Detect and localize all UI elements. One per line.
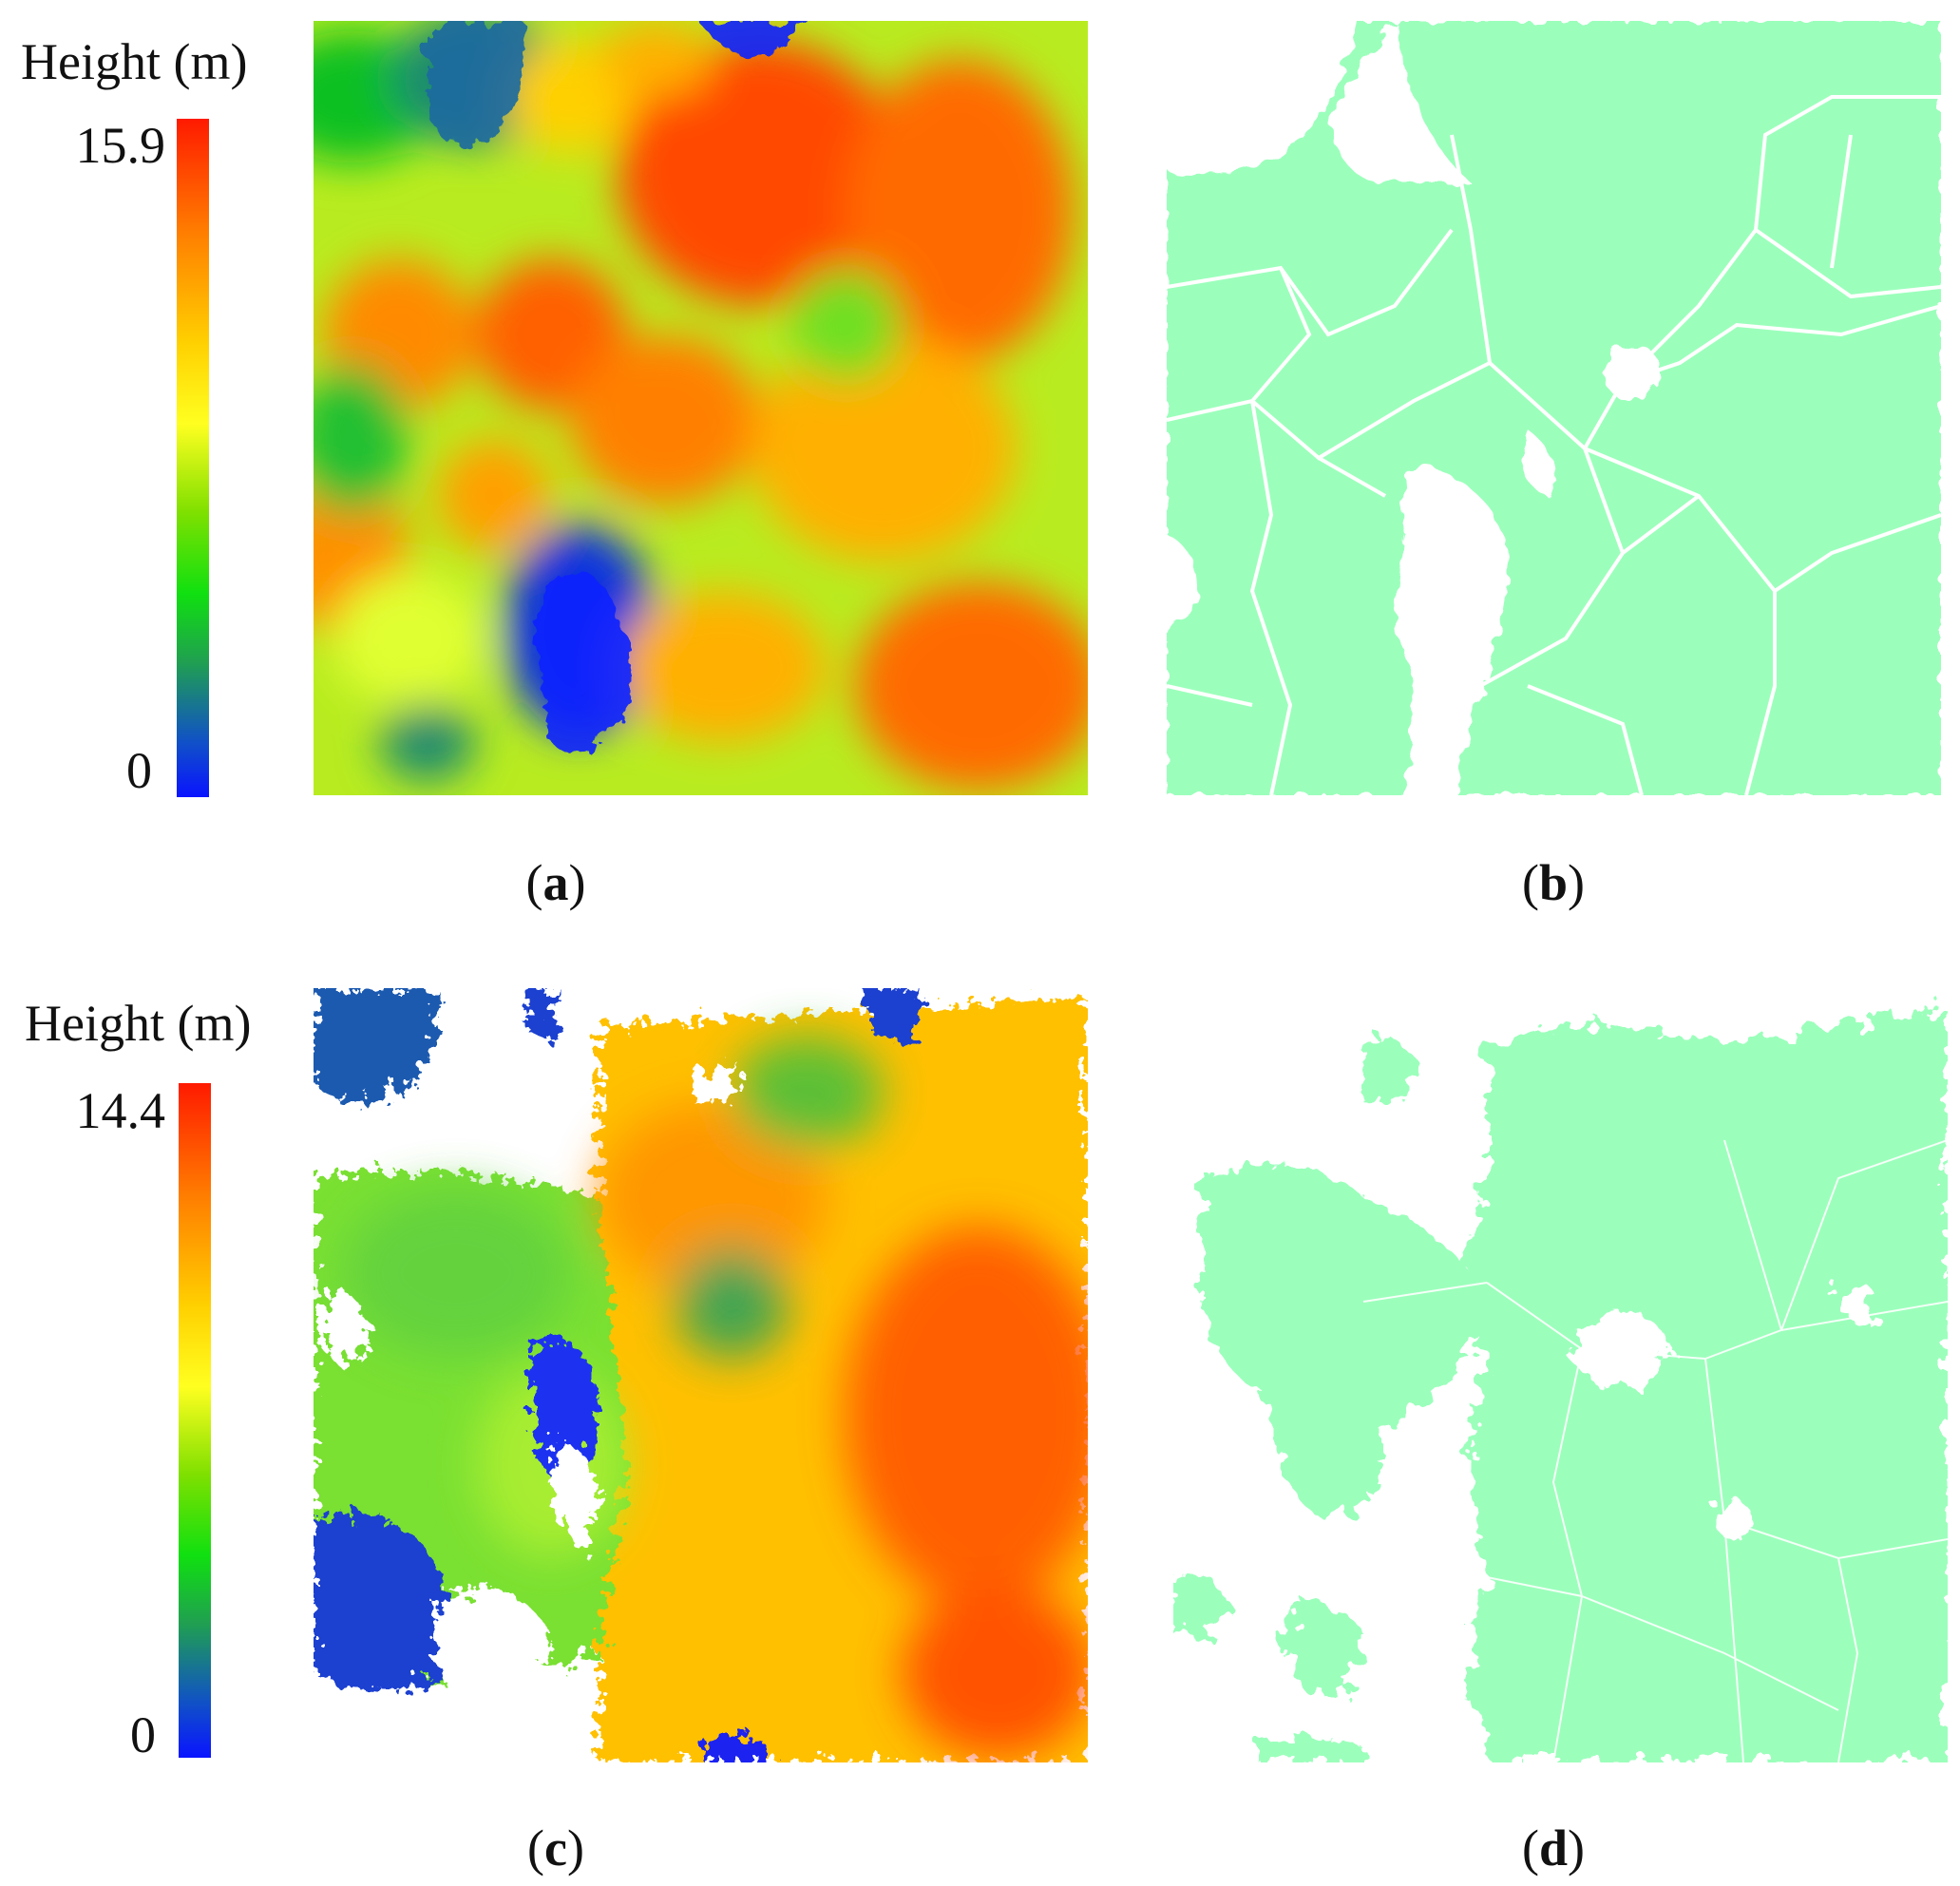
legend-max-a: 15.9 xyxy=(75,117,166,174)
legend-min-c: 0 xyxy=(130,1706,156,1763)
legend-title-a: Height (m) xyxy=(21,33,248,90)
legend-max-c: 14.4 xyxy=(75,1082,166,1139)
legend-min-a: 0 xyxy=(126,742,152,799)
height-map-c xyxy=(314,988,1088,1762)
colorbar-c xyxy=(179,1083,211,1758)
panel-a-height-map xyxy=(314,21,1088,795)
segmentation-map-d xyxy=(1173,988,1948,1762)
caption-letter-d: d xyxy=(1538,1819,1569,1876)
segmentation-map-b xyxy=(1167,21,1941,795)
caption-a: (a) xyxy=(525,854,586,911)
height-map-a xyxy=(314,21,1088,795)
caption-letter-a: a xyxy=(542,854,569,911)
panel-c-height-map xyxy=(314,988,1088,1762)
colorbar-a xyxy=(177,119,209,797)
panel-b-segmentation xyxy=(1167,21,1941,795)
panel-d-segmentation xyxy=(1173,988,1948,1762)
caption-c: (c) xyxy=(527,1819,584,1876)
legend-title-c: Height (m) xyxy=(25,995,252,1052)
caption-b: (b) xyxy=(1521,854,1585,911)
caption-letter-c: c xyxy=(544,1819,567,1876)
caption-d: (d) xyxy=(1521,1819,1585,1876)
caption-letter-b: b xyxy=(1538,854,1569,911)
